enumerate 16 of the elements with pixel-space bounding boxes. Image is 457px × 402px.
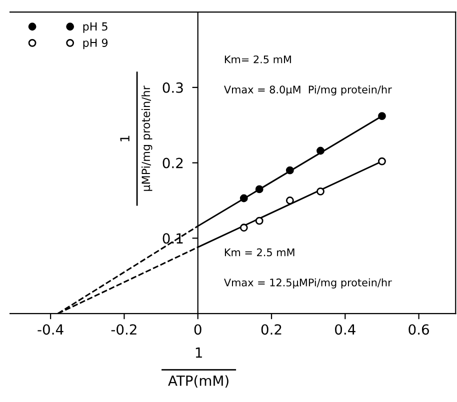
text: 1 ATP(mM) bbox=[168, 347, 228, 388]
annotation: Vmax = 12.5µMPi/mg protein/hr bbox=[224, 278, 392, 288]
x-tick-label: 0 bbox=[194, 324, 202, 335]
x-tick-label: -0.4 bbox=[38, 324, 64, 335]
annotation: Vmax = 8.0µM Pi/mg protein/hr bbox=[224, 85, 392, 96]
y-tick-label: 0.3 bbox=[162, 82, 183, 93]
x-tick-label: 0.2 bbox=[261, 324, 282, 335]
annotation: Km= 2.5 mM bbox=[224, 55, 291, 64]
x-tick-label: 0.6 bbox=[408, 324, 429, 335]
x-tick-label: -0.2 bbox=[111, 324, 136, 335]
y-axis-title: 1 µMPi/mg protein/hr bbox=[120, 86, 152, 191]
legend-label: pH 5 bbox=[83, 22, 108, 33]
legend-label: pH 9 bbox=[83, 38, 108, 50]
annotation: Km = 2.5 mM bbox=[224, 248, 294, 256]
y-tick-label: 0.2 bbox=[162, 158, 183, 168]
x-tick-label: 0.4 bbox=[335, 324, 356, 335]
